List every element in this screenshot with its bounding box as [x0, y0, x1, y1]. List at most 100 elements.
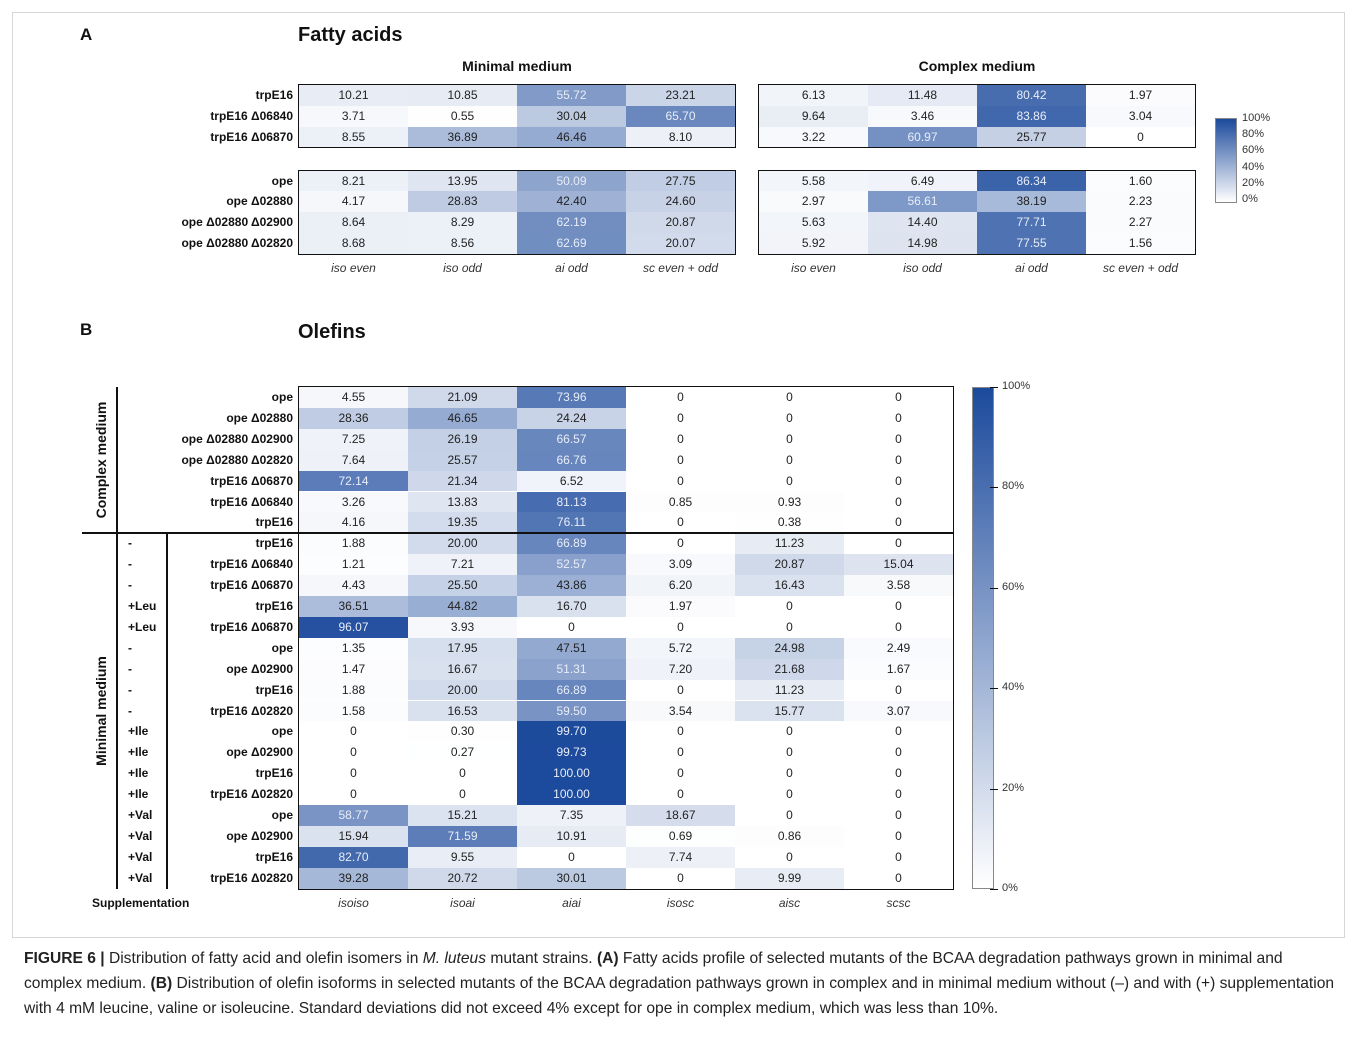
ol-heatmap-cell: 0: [626, 428, 735, 450]
fa-heatmap-cell: 3.22: [759, 126, 868, 148]
ol-heatmap-cell: 0: [626, 449, 735, 471]
ol-heatmap-cell: 0: [844, 721, 953, 743]
fa-heatmap-cell: 20.87: [626, 212, 735, 233]
ol-heatmap-cell: 0: [735, 721, 844, 743]
ol-heatmap-cell: 1.88: [299, 533, 408, 555]
fa-row-label: ope: [271, 173, 293, 188]
ol-heatmap-cell: 20.72: [408, 867, 517, 889]
fa-heatmap-cell: 42.40: [517, 191, 626, 213]
ol-heatmap-cell: 0.86: [735, 825, 844, 847]
ol-heatmap-cell: 5.72: [626, 637, 735, 659]
supplementation-label: -: [128, 682, 132, 697]
ol-row-label: trpE16 Δ06840: [210, 494, 293, 509]
fa-column-label: ai odd: [555, 261, 588, 275]
fa-heatmap-cell: 8.68: [299, 232, 408, 254]
ol-heatmap-cell: 6.20: [626, 575, 735, 596]
fa-heatmap-cell: 65.70: [626, 105, 735, 127]
ol-heatmap-cell: 19.35: [408, 512, 517, 534]
ol-heatmap-cell: 0: [844, 491, 953, 513]
ol-row-label: ope Δ02880 Δ02820: [181, 452, 293, 467]
caption-species: M. luteus: [422, 950, 486, 967]
ol-heatmap-cell: 0: [408, 763, 517, 785]
ol-colorbar-tick: 80%: [1002, 480, 1025, 493]
ol-colorbar-tick: 0%: [1002, 882, 1018, 894]
figure-frame: [12, 12, 1345, 938]
ol-heatmap-cell: 0: [626, 721, 735, 743]
fa-heatmap-cell: 25.77: [977, 126, 1086, 148]
ol-heatmap-cell: 66.89: [517, 533, 626, 555]
ol-heatmap-cell: 15.21: [408, 805, 517, 826]
ol-colorbar-tick-mark: [990, 889, 998, 890]
ol-heatmap-cell: 7.25: [299, 428, 408, 450]
fa-heatmap-cell: 2.27: [1086, 212, 1195, 233]
ol-heatmap-cell: 39.28: [299, 867, 408, 889]
ol-colorbar-tick-mark: [990, 387, 998, 388]
section-divider-line: [82, 532, 953, 534]
panel-a-title: Fatty acids: [298, 24, 403, 46]
supplementation-label: +Leu: [128, 599, 157, 613]
ol-heatmap-cell: 43.86: [517, 575, 626, 596]
ol-heatmap-cell: 0: [626, 616, 735, 638]
ol-heatmap-cell: 16.70: [517, 596, 626, 617]
fa-heatmap-cell: 62.69: [517, 232, 626, 254]
fa-heatmap-cell: 2.23: [1086, 191, 1195, 213]
ol-colorbar-tick: 20%: [1002, 781, 1025, 794]
ol-heatmap-cell: 17.95: [408, 637, 517, 659]
ol-column-label: aiai: [562, 896, 581, 910]
ol-column-label: isosc: [666, 896, 695, 910]
fa-heatmap-cell: 4.17: [299, 191, 408, 213]
caption-b-label: (B): [150, 975, 173, 992]
ol-heatmap-cell: 7.21: [408, 554, 517, 576]
supplementation-label: +Val: [128, 870, 153, 885]
fa-row-label: ope Δ02880 Δ02900: [181, 215, 293, 230]
ol-heatmap-cell: 3.09: [626, 554, 735, 576]
ol-heatmap-cell: 0: [844, 742, 953, 764]
ol-heatmap-cell: 0: [735, 428, 844, 450]
ol-heatmap-cell: 99.70: [517, 721, 626, 743]
fa-heatmap-cell: 13.95: [408, 170, 517, 192]
ol-heatmap-cell: 0: [735, 846, 844, 868]
supplementation-label: +Val: [128, 808, 153, 822]
fa-heatmap-cell: 11.48: [868, 85, 977, 106]
ol-heatmap-cell: 2.49: [844, 637, 953, 659]
ol-heatmap-cell: 1.97: [626, 596, 735, 617]
ol-heatmap-cell: 0: [735, 407, 844, 429]
fa-column-label: sc even + odd: [1102, 261, 1179, 275]
ol-heatmap-cell: 1.21: [299, 554, 408, 576]
ol-heatmap-cell: 0.38: [735, 512, 844, 534]
figure-caption: FIGURE 6 | Distribution of fatty acid an…: [24, 946, 1336, 1021]
ol-heatmap-cell: 0: [844, 825, 953, 847]
ol-heatmap-cell: 0: [299, 721, 408, 743]
ol-heatmap-cell: 20.00: [408, 533, 517, 555]
ol-heatmap-cell: 15.94: [299, 825, 408, 847]
ol-heatmap-cell: 3.26: [299, 491, 408, 513]
fa-heatmap-cell: 14.40: [868, 212, 977, 233]
fa-row-label: trpE16 Δ06840: [210, 108, 293, 123]
ol-heatmap-cell: 0.69: [626, 825, 735, 847]
ol-colorbar-tick: 60%: [1002, 580, 1025, 593]
ol-heatmap-cell: 73.96: [517, 387, 626, 408]
ol-heatmap-cell: 3.58: [844, 575, 953, 596]
group-title-1: Complex medium: [918, 58, 1036, 74]
supplementation-label: +Val: [128, 828, 153, 843]
ol-heatmap-cell: 66.89: [517, 679, 626, 701]
fa-column-label: iso odd: [443, 261, 482, 275]
ol-heatmap-cell: 100.00: [517, 784, 626, 805]
ol-heatmap-cell: 25.57: [408, 449, 517, 471]
ol-heatmap-cell: 0: [517, 616, 626, 638]
ol-heatmap-cell: 0.27: [408, 742, 517, 764]
ol-heatmap-cell: 1.47: [299, 658, 408, 680]
ol-row-label: trpE16: [255, 515, 293, 530]
ol-row-label: trpE16 Δ06870: [210, 473, 293, 488]
ol-heatmap-cell: 0: [735, 805, 844, 826]
ol-heatmap-cell: 0: [735, 742, 844, 764]
fa-heatmap-cell: 27.75: [626, 170, 735, 192]
caption-a-label: (A): [596, 950, 619, 967]
fa-heatmap-cell: 3.04: [1086, 105, 1195, 127]
ol-heatmap-cell: 0: [844, 846, 953, 868]
ol-row-label: ope: [271, 808, 293, 822]
ol-heatmap-cell: 0: [844, 407, 953, 429]
ol-heatmap-cell: 0: [299, 784, 408, 805]
supplementation-label: -: [128, 536, 132, 551]
ol-heatmap-cell: 16.67: [408, 658, 517, 680]
